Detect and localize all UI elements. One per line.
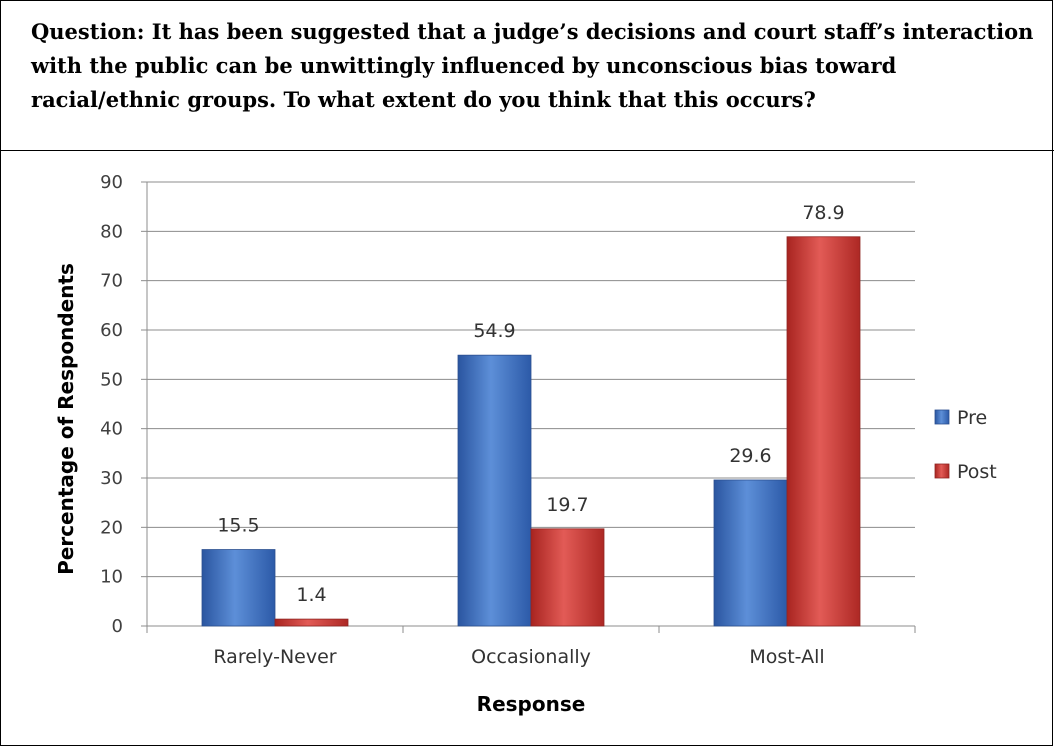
y-tick-label: 0	[112, 616, 123, 637]
y-axis-title: Percentage of Respondents	[54, 263, 78, 575]
question-box: Question: It has been suggested that a j…	[1, 1, 1054, 151]
y-tick-label: 30	[100, 468, 123, 489]
legend: Pre Post	[934, 407, 997, 483]
y-tick-label: 80	[100, 221, 123, 242]
y-tick-label: 10	[100, 567, 123, 588]
legend-swatch-pre	[934, 409, 950, 425]
data-label-post-most-all: 78.9	[802, 202, 844, 224]
y-tick-label: 90	[100, 172, 123, 193]
bar-chart: 0 10 20 30 40 50 60 70 80 90 15.5 1.4 Rarely-Never 54…	[54, 172, 997, 716]
bar-post-rarely-never	[274, 618, 349, 627]
y-tick-label: 60	[100, 320, 123, 341]
data-label-post-rarely-never: 1.4	[296, 584, 326, 606]
data-label-pre-rarely-never: 15.5	[217, 515, 259, 537]
bar-post-occasionally	[530, 528, 605, 627]
x-axis-title: Response	[477, 692, 586, 716]
data-label-post-occasionally: 19.7	[546, 494, 588, 516]
question-text: Question: It has been suggested that a j…	[31, 19, 1034, 112]
data-label-pre-occasionally: 54.9	[473, 320, 515, 342]
legend-label-post: Post	[957, 461, 997, 483]
bar-pre-rarely-never	[201, 549, 276, 627]
y-tick-label: 40	[100, 419, 123, 440]
data-label-pre-most-all: 29.6	[729, 445, 771, 467]
bars	[201, 236, 861, 627]
bar-post-most-all	[786, 236, 861, 627]
labels: 0 10 20 30 40 50 60 70 80 90 15.5 1.4 Rarely-Never 54…	[54, 172, 845, 716]
legend-swatch-post	[934, 463, 950, 479]
legend-label-pre: Pre	[957, 407, 987, 429]
y-tick-label: 70	[100, 271, 123, 292]
y-tick-label: 50	[100, 369, 123, 390]
x-category-label: Occasionally	[471, 646, 591, 668]
chart-area: 0 10 20 30 40 50 60 70 80 90 15.5 1.4 Rarely-Never 54…	[1, 151, 1054, 747]
bar-pre-occasionally	[457, 354, 532, 627]
bar-pre-most-all	[713, 479, 788, 627]
y-tick-label: 20	[100, 517, 123, 538]
x-category-label: Most-All	[749, 646, 824, 668]
x-category-label: Rarely-Never	[213, 646, 336, 668]
